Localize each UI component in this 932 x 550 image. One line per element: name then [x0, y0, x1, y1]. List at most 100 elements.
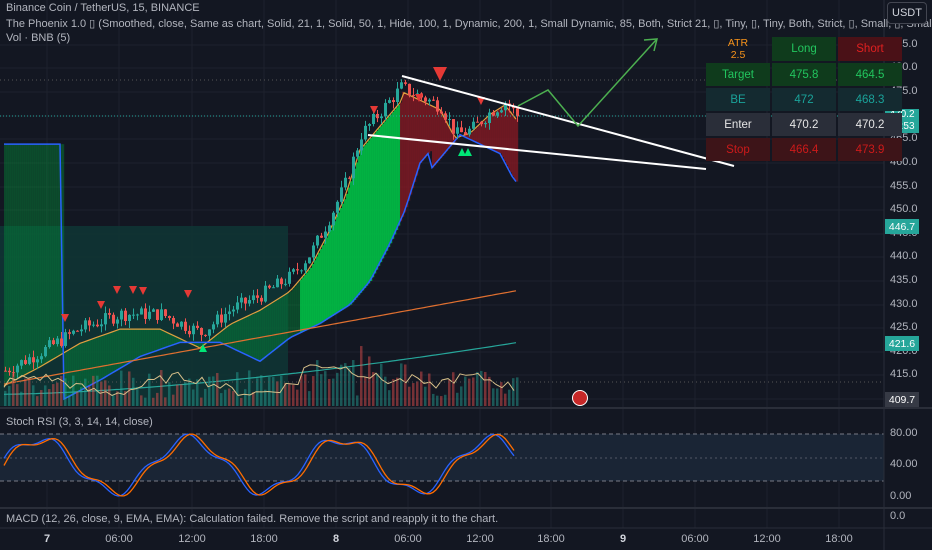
candle-body	[348, 177, 351, 179]
candle-body	[132, 314, 135, 316]
cloud-strip	[320, 248, 323, 324]
cloud-strip	[390, 114, 393, 244]
cloud-strip	[278, 298, 281, 348]
candle-body	[44, 347, 47, 357]
cloud-strip	[212, 338, 215, 343]
price-axis-label: 425.0	[890, 321, 918, 333]
time-axis-label: 12:00	[753, 533, 781, 545]
flag-icon[interactable]	[572, 390, 588, 406]
cloud-strip	[144, 329, 147, 356]
volume-bar	[108, 385, 111, 406]
volume-bar	[144, 397, 147, 406]
cloud-strip	[54, 144, 57, 359]
cloud-strip	[270, 303, 273, 354]
volume-bar	[284, 383, 287, 406]
volume-bar	[252, 392, 255, 406]
candle-body	[8, 370, 11, 373]
cloud-strip	[134, 329, 137, 361]
volume-bar	[416, 381, 419, 406]
cloud-strip	[162, 330, 165, 349]
cloud-strip	[402, 91, 405, 217]
volume-bar	[488, 376, 491, 406]
cloud-strip	[172, 334, 175, 346]
macd-legend[interactable]: MACD (12, 26, close, 9, EMA, EMA): Calcu…	[6, 513, 499, 525]
cloud-strip	[46, 144, 49, 364]
candle-body	[240, 297, 243, 303]
cloud-strip	[420, 100, 423, 163]
candle-body	[20, 360, 23, 366]
stoch-legend[interactable]: Stoch RSI (3, 3, 14, 14, close)	[6, 416, 153, 428]
wedge-upper-line[interactable]	[401, 75, 735, 167]
cloud-strip	[138, 329, 141, 358]
currency-button[interactable]: USDT	[887, 2, 927, 24]
volume-bar	[172, 394, 175, 406]
candle-body	[352, 156, 355, 179]
price-tag-409: 409.7	[885, 392, 919, 407]
candle-body	[92, 324, 95, 326]
volume-bar	[336, 372, 339, 406]
volume-bar	[92, 375, 95, 406]
ma-cloud	[4, 91, 519, 399]
cloud-strip	[44, 144, 47, 365]
candle-body	[484, 123, 487, 125]
volume-bar	[248, 370, 251, 406]
volume-bar	[20, 391, 23, 406]
candle-body	[300, 270, 303, 272]
cloud-strip	[224, 329, 227, 345]
time-axis-label: 9	[619, 533, 627, 545]
volume-bar	[240, 397, 243, 406]
cloud-strip	[232, 323, 235, 349]
ma-line	[4, 133, 517, 401]
cloud-strip	[114, 331, 117, 372]
volume-bar	[76, 391, 79, 406]
indicator-legend[interactable]: The Phoenix 1.0 ▯ (Smoothed, close, Same…	[6, 18, 932, 30]
candle-body	[428, 99, 431, 102]
cloud-strip	[496, 110, 499, 152]
candlesticks	[4, 79, 519, 378]
cloud-strip	[174, 335, 177, 345]
candle-body	[436, 100, 439, 112]
volume-bar	[424, 386, 427, 406]
candle-body	[344, 177, 347, 188]
cloud-strip	[168, 332, 171, 347]
volume-bar	[80, 387, 83, 406]
symbol-legend[interactable]: Binance Coin / TetherUS, 15, BINANCE	[6, 2, 200, 14]
candle-body	[280, 278, 283, 285]
cloud-strip	[352, 174, 355, 303]
stoch-line	[3, 433, 515, 497]
candle-body	[140, 308, 143, 315]
stop-label: Stop	[706, 138, 770, 161]
cloud-strip	[38, 144, 41, 368]
cloud-strip	[178, 337, 181, 344]
candle-body	[116, 319, 119, 324]
ma-line	[3, 342, 517, 395]
volume-bar	[68, 395, 71, 406]
cloud-strip	[378, 128, 381, 266]
cloud-strip	[344, 199, 347, 309]
be-short: 468.3	[838, 88, 902, 111]
candle-body	[52, 340, 55, 345]
candle-body	[260, 297, 263, 302]
candle-body	[304, 263, 307, 271]
wedge-lower-line[interactable]	[367, 134, 707, 170]
candle-body	[196, 325, 199, 328]
cloud-strip	[338, 212, 341, 313]
candle-body	[48, 340, 51, 348]
volume-bar	[436, 395, 439, 406]
volume-bar	[464, 376, 467, 406]
candle-body	[96, 324, 99, 327]
candle-body	[216, 314, 219, 325]
candle-body	[176, 323, 179, 327]
candle-body	[516, 108, 519, 117]
volume-legend[interactable]: Vol · BNB (5)	[6, 32, 71, 44]
candle-body	[328, 225, 331, 232]
candle-body	[376, 113, 379, 119]
cloud-strip	[500, 108, 503, 154]
cloud-strip	[284, 295, 287, 343]
candle-body	[124, 310, 127, 322]
stop-short: 473.9	[838, 138, 902, 161]
time-axis-label: 8	[332, 533, 340, 545]
projection-path[interactable]	[517, 39, 657, 128]
volume-bar	[24, 378, 27, 406]
